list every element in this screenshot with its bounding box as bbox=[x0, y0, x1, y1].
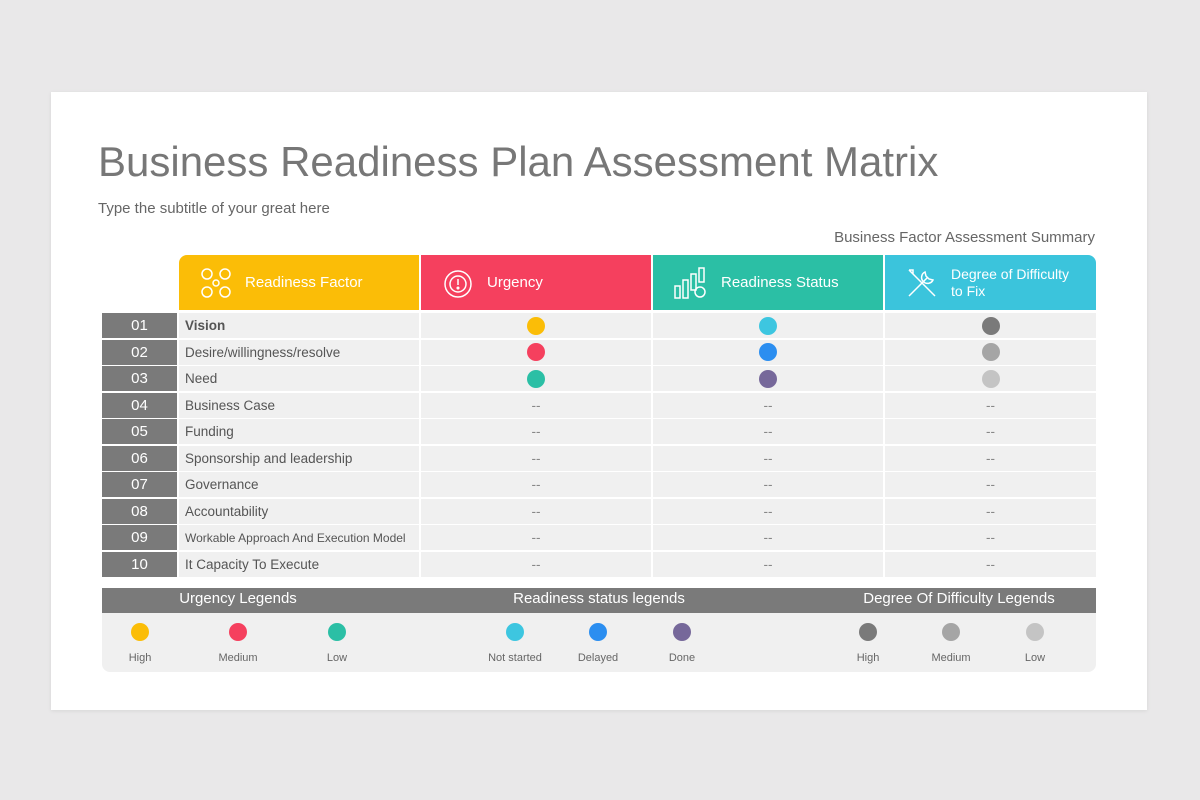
matrix-cell: -- bbox=[421, 498, 651, 524]
factor-cell: Funding bbox=[179, 419, 419, 444]
matrix-cell bbox=[885, 339, 1096, 365]
legend-title: Readiness status legends bbox=[513, 590, 685, 607]
legend-dot bbox=[506, 623, 524, 641]
legend-dot bbox=[1026, 623, 1044, 641]
matrix-cell bbox=[885, 366, 1096, 391]
legend-label: Low bbox=[1024, 652, 1046, 664]
matrix-cell: -- bbox=[885, 498, 1096, 524]
row-number: 03 bbox=[102, 366, 177, 391]
legend-dot bbox=[589, 623, 607, 641]
legend-label: High bbox=[856, 652, 880, 664]
matrix-cell: -- bbox=[653, 472, 883, 497]
icon bbox=[444, 269, 472, 298]
legend-bar bbox=[102, 588, 1096, 613]
status-dot bbox=[527, 316, 545, 335]
legend-dot bbox=[859, 623, 877, 641]
legend-label: Medium bbox=[931, 652, 971, 664]
status-dot bbox=[759, 343, 777, 361]
matrix-cell bbox=[653, 366, 883, 391]
matrix-cell: -- bbox=[885, 445, 1096, 471]
header-cell: Degree of Difficulty to Fix bbox=[885, 255, 1096, 310]
matrix-cell bbox=[653, 339, 883, 365]
legend-label: Not started bbox=[488, 652, 542, 664]
matrix-cell bbox=[421, 339, 651, 365]
header-text: Readiness Status bbox=[721, 274, 839, 291]
header-cell: Urgency bbox=[421, 255, 651, 310]
status-dot bbox=[981, 343, 1000, 361]
matrix-cell bbox=[653, 313, 883, 338]
matrix-cell bbox=[421, 313, 651, 338]
matrix-cell: -- bbox=[885, 525, 1096, 550]
factor-cell: Desire/willingness/resolve bbox=[179, 339, 419, 365]
icon bbox=[201, 267, 231, 298]
matrix-cell: -- bbox=[421, 551, 651, 577]
factor-cell: Sponsorship and leadership bbox=[179, 445, 419, 471]
matrix-cell: -- bbox=[421, 445, 651, 471]
factor-cell: Vision bbox=[179, 313, 419, 338]
legend-label: Done bbox=[668, 652, 696, 664]
matrix-cell: -- bbox=[885, 472, 1096, 497]
matrix-cell: -- bbox=[421, 472, 651, 497]
matrix-cell: -- bbox=[653, 419, 883, 444]
matrix-cell: -- bbox=[421, 525, 651, 550]
factor-cell: Accountability bbox=[179, 498, 419, 524]
icon bbox=[674, 266, 706, 299]
row-number: 09 bbox=[102, 525, 177, 550]
legend-label: Delayed bbox=[577, 652, 619, 664]
matrix-cell: -- bbox=[885, 392, 1096, 418]
status-dot bbox=[759, 316, 777, 335]
legend-title: Degree Of Difficulty Legends bbox=[863, 590, 1055, 607]
factor-cell: Governance bbox=[179, 472, 419, 497]
summary-label: Business Factor Assessment Summary bbox=[834, 229, 1095, 246]
matrix-cell: -- bbox=[653, 525, 883, 550]
legend-dot bbox=[942, 623, 960, 641]
header-text: Urgency bbox=[487, 274, 543, 291]
matrix-cell: -- bbox=[421, 392, 651, 418]
matrix-cell: -- bbox=[653, 392, 883, 418]
status-dot bbox=[981, 369, 1000, 388]
legend-dot bbox=[673, 623, 691, 641]
matrix-cell: -- bbox=[653, 551, 883, 577]
row-number: 07 bbox=[102, 472, 177, 497]
row-number: 05 bbox=[102, 419, 177, 444]
subtitle: Type the subtitle of your great here bbox=[98, 200, 330, 217]
title: Business Readiness Plan Assessment Matri… bbox=[98, 138, 939, 185]
status-dot bbox=[981, 316, 1000, 335]
matrix-cell: -- bbox=[421, 419, 651, 444]
factor-cell: Business Case bbox=[179, 392, 419, 418]
row-number: 02 bbox=[102, 339, 177, 365]
factor-cell: Workable Approach And Execution Model bbox=[179, 525, 419, 550]
row-number: 06 bbox=[102, 445, 177, 471]
matrix-cell bbox=[885, 313, 1096, 338]
status-dot bbox=[527, 343, 545, 361]
header-text: Degree of Difficulty to Fix bbox=[951, 265, 1070, 299]
factor-cell: Need bbox=[179, 366, 419, 391]
legend-dot bbox=[328, 623, 346, 641]
matrix-cell bbox=[421, 366, 651, 391]
header-cell: Readiness Factor bbox=[179, 255, 419, 310]
legend-body bbox=[102, 613, 1096, 672]
legend-label: High bbox=[128, 652, 152, 664]
status-dot bbox=[759, 369, 777, 388]
header-cell: Readiness Status bbox=[653, 255, 883, 310]
row-number: 08 bbox=[102, 498, 177, 524]
row-number: 04 bbox=[102, 392, 177, 418]
legend-dot bbox=[131, 623, 149, 641]
legend-label: Medium bbox=[218, 652, 258, 664]
matrix-cell: -- bbox=[885, 419, 1096, 444]
legend-label: Low bbox=[326, 652, 348, 664]
matrix-cell: -- bbox=[885, 551, 1096, 577]
row-number: 10 bbox=[102, 551, 177, 577]
factor-cell: It Capacity To Execute bbox=[179, 551, 419, 577]
status-dot bbox=[527, 369, 545, 388]
row-number: 01 bbox=[102, 313, 177, 338]
icon bbox=[908, 268, 936, 297]
header-text: Readiness Factor bbox=[245, 274, 363, 291]
matrix-cell: -- bbox=[653, 445, 883, 471]
legend-dot bbox=[229, 623, 247, 641]
legend-title: Urgency Legends bbox=[179, 590, 297, 607]
matrix-cell: -- bbox=[653, 498, 883, 524]
